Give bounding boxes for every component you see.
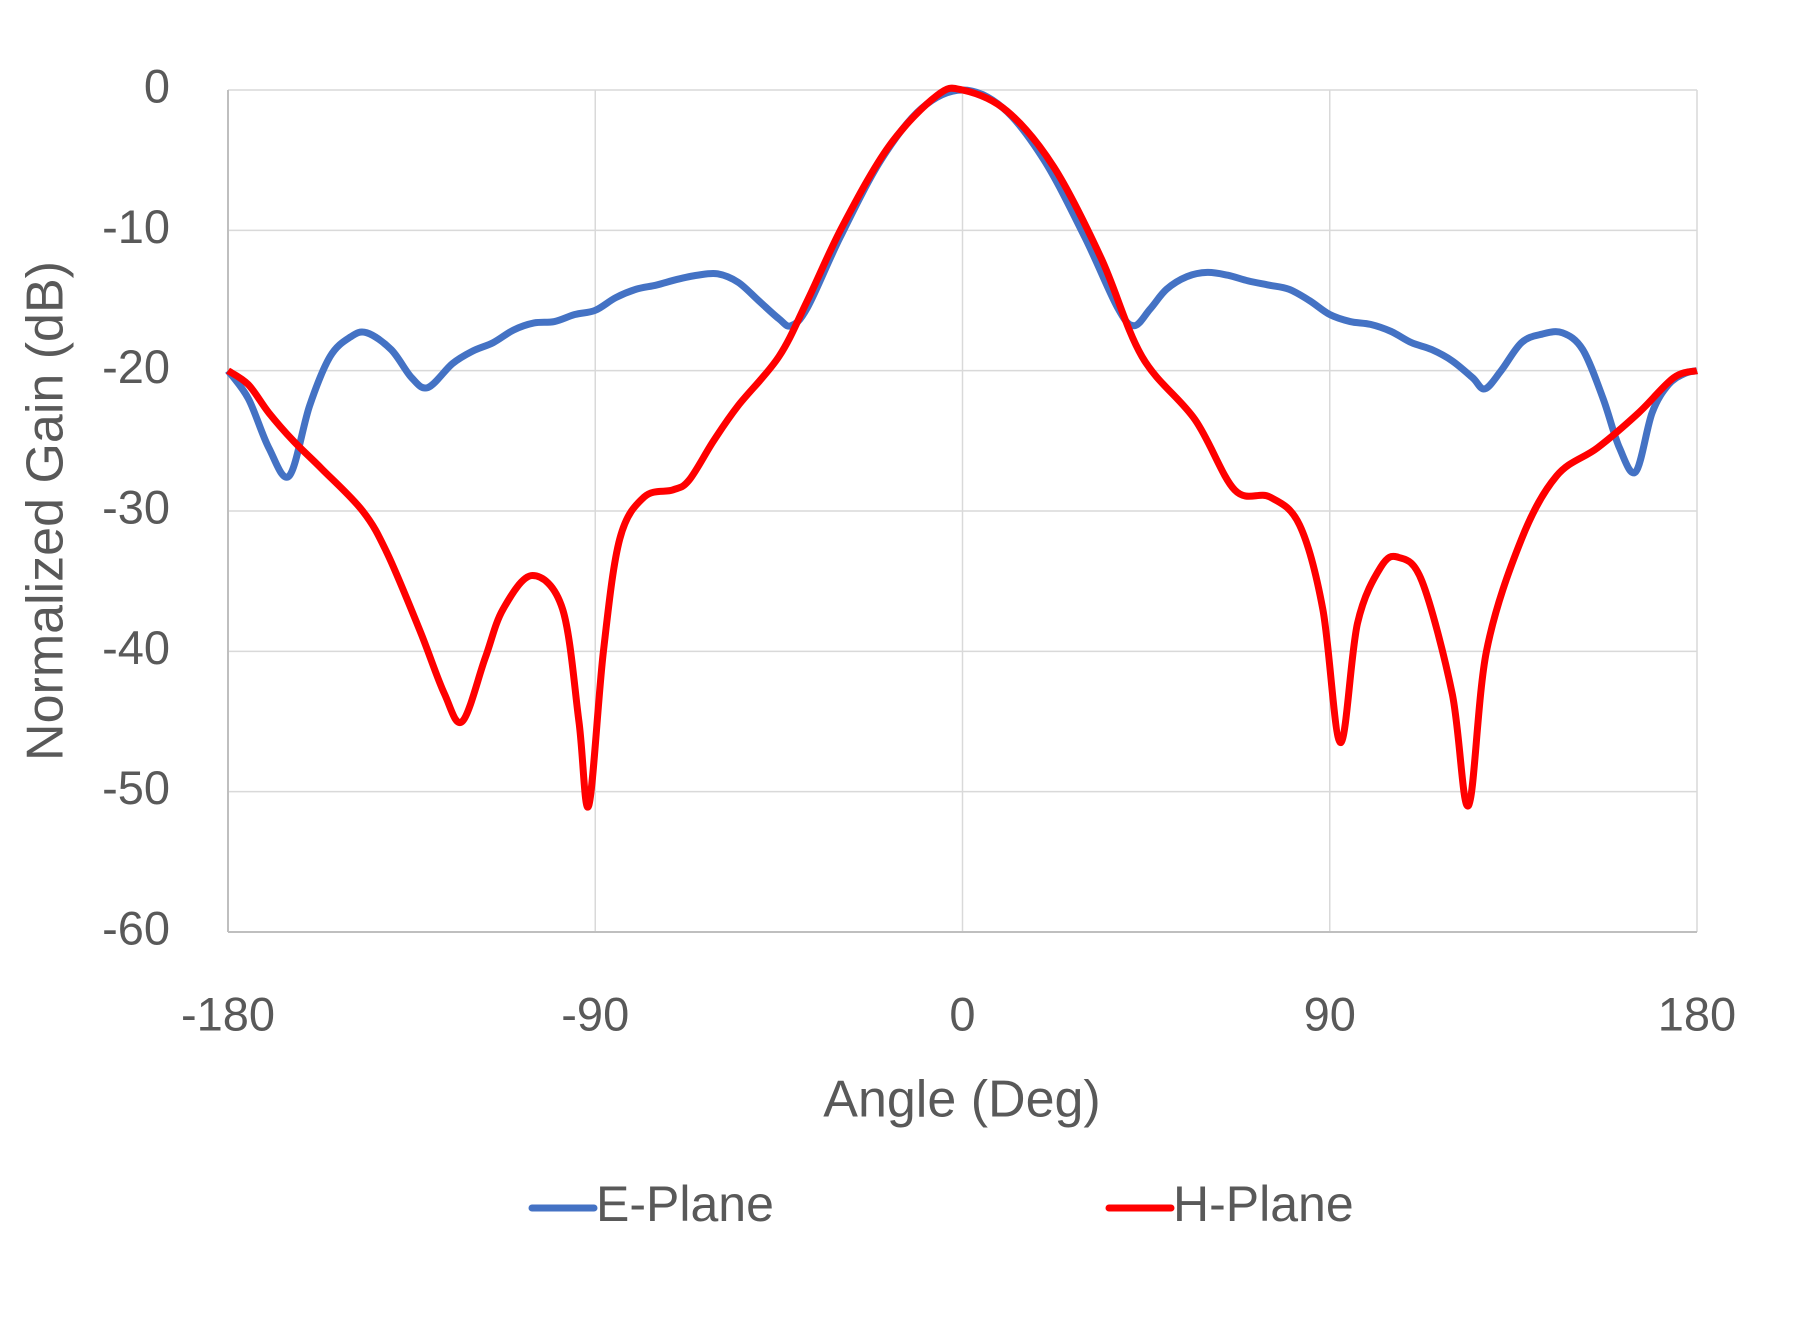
x-tick-label: 180 [1658,987,1736,1040]
x-tick-label: 90 [1304,987,1356,1040]
x-tick-label: -180 [181,987,275,1040]
y-axis-title: Normalized Gain (dB) [17,261,75,761]
y-tick-label: -20 [102,340,170,393]
x-tick-label: -90 [561,987,629,1040]
y-tick-label: -50 [102,761,170,814]
x-axis-title: Angle (Deg) [823,1071,1100,1129]
y-tick-label: -10 [102,200,170,253]
y-tick-label: -30 [102,480,170,533]
y-tick-label: -40 [102,621,170,674]
y-tick-label: 0 [144,59,170,112]
legend-label: E-Plane [596,1176,774,1232]
y-tick-label: -60 [102,901,170,954]
x-tick-label: 0 [949,987,975,1040]
line-series [226,84,1699,811]
legend-label: H-Plane [1173,1176,1354,1232]
